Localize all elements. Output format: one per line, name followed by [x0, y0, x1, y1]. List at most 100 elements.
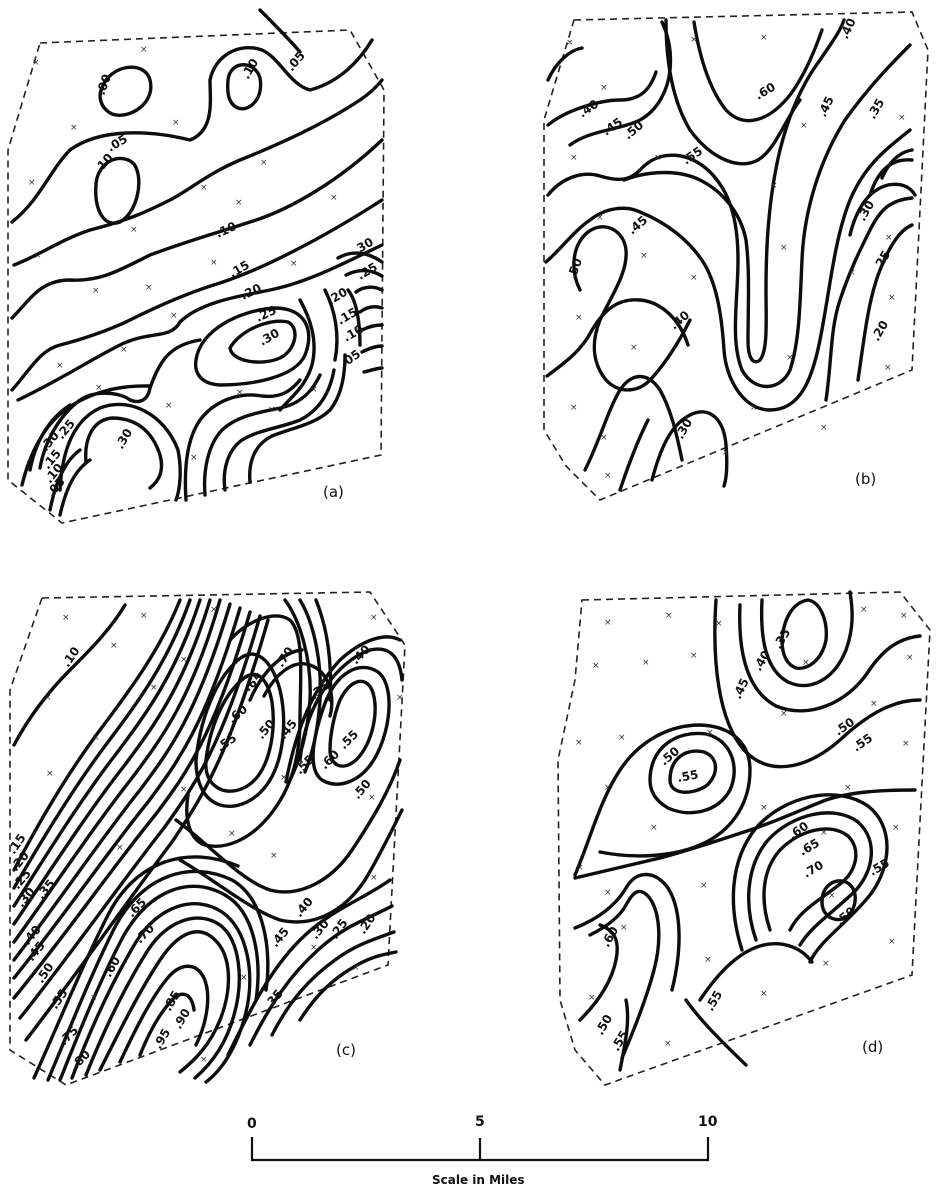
scale-tick-10: 10: [698, 1114, 718, 1130]
well-marker: ×: [700, 881, 708, 891]
well-marker: ×: [898, 113, 906, 123]
well-marker: ×: [95, 383, 103, 393]
contour-line: [346, 288, 362, 347]
contour-label: .50: [33, 960, 57, 985]
contour-label: .10: [59, 644, 83, 669]
contour-line: [12, 598, 192, 890]
contour-line: [323, 288, 339, 362]
well-marker: ×: [620, 923, 628, 933]
contour-line: [24, 618, 270, 1042]
contour-line: [298, 950, 398, 1022]
well-marker: ×: [780, 243, 788, 253]
scale-bar-line: [250, 1137, 710, 1162]
well-marker: ×: [28, 178, 36, 188]
contour-line: [588, 889, 661, 1060]
well-marker: ×: [165, 401, 173, 411]
contour-line: [12, 598, 212, 926]
contour-line: [12, 602, 232, 962]
well-marker: ×: [906, 653, 914, 663]
contour-line: [32, 855, 240, 1080]
contour-line: [16, 243, 384, 402]
contour-line: [738, 603, 922, 713]
contour-line: [12, 610, 252, 1000]
well-marker: ×: [884, 363, 892, 373]
well-marker: ×: [844, 783, 852, 793]
contour-line: [84, 416, 164, 490]
contour-label: .10: [213, 219, 238, 241]
map-c: .10 .15 .20 .25 .30 .35 .40 .45 .50 .55 …: [5, 591, 406, 1086]
contour-line: [10, 138, 384, 320]
contour-line: [12, 598, 182, 872]
contour-label: .20: [868, 318, 891, 343]
contour-line: [573, 723, 752, 877]
contour-line: [684, 998, 748, 1067]
map-d-contours: [573, 590, 922, 1072]
well-marker: ×: [90, 993, 98, 1003]
contour-label: .15: [227, 258, 252, 281]
well-marker: ×: [566, 38, 574, 48]
contour-line: [226, 878, 392, 1057]
well-marker: ×: [848, 268, 856, 278]
contour-line: [138, 992, 196, 1057]
contour-line: [194, 652, 286, 808]
well-marker: ×: [200, 183, 208, 193]
contour-label: .35: [864, 96, 887, 121]
map-b-caption: (b): [855, 470, 876, 488]
map-c-caption: (c): [336, 1041, 356, 1059]
contour-line: [668, 749, 718, 794]
well-marker: ×: [290, 259, 298, 269]
contour-label: .50: [832, 715, 857, 739]
contour-line: [354, 285, 384, 294]
well-marker: ×: [596, 213, 604, 223]
map-a-wells: × × × × × × × × × × × × × × × × × × × × × × × ×: [28, 45, 338, 463]
well-marker: ×: [228, 829, 236, 839]
contour-line: [328, 679, 377, 768]
well-marker: ×: [145, 283, 153, 293]
well-marker: ×: [888, 293, 896, 303]
contour-line: [747, 811, 873, 947]
map-a-caption: (a): [323, 483, 344, 501]
contour-line: [618, 998, 630, 1072]
contour-label: .55: [850, 731, 875, 755]
well-marker: ×: [770, 181, 778, 191]
well-marker: ×: [690, 35, 698, 45]
well-marker: ×: [892, 823, 900, 833]
contour-line: [824, 196, 914, 402]
well-marker: ×: [310, 943, 318, 953]
contour-line: [262, 662, 334, 718]
contour-label: .40: [837, 16, 859, 41]
contour-line: [226, 63, 263, 111]
well-marker: ×: [260, 158, 268, 168]
map-d-labels: .35 .40 .45 .50 .50 .55 .55 .60 .65 .70 …: [592, 626, 891, 1053]
well-marker: ×: [34, 251, 42, 261]
well-marker: ×: [396, 693, 404, 703]
well-marker: ×: [32, 58, 40, 68]
scale-bar: 0 5 10 Scale in Miles: [247, 1114, 718, 1187]
well-marker: ×: [802, 658, 810, 668]
contour-line: [544, 128, 912, 412]
contour-label: .60: [317, 747, 342, 772]
map-b: .40 .45 .50 .55 .60 .45 .40 .35 .45 .50 …: [543, 11, 929, 501]
well-marker: ×: [780, 709, 788, 719]
contour-label: .30: [112, 426, 135, 451]
contour-line: [545, 298, 690, 378]
contour-line: [648, 731, 736, 815]
well-marker: ×: [150, 683, 158, 693]
well-marker: ×: [268, 405, 276, 415]
contour-label: .20: [325, 285, 350, 308]
well-marker: ×: [120, 345, 128, 355]
contour-line: [178, 808, 404, 924]
contour-line: [18, 614, 262, 1020]
well-marker: ×: [180, 655, 188, 665]
contour-line: [664, 18, 802, 166]
well-marker: ×: [180, 785, 188, 795]
well-marker: ×: [116, 843, 124, 853]
contour-label: .50: [565, 256, 585, 281]
well-marker: ×: [902, 739, 910, 749]
well-marker: ×: [130, 225, 138, 235]
well-marker: ×: [200, 1055, 208, 1065]
map-b-wells: × × × × × × × × × × × × × × × × × × × × × × × × × ×: [566, 33, 906, 481]
map-c-wells: × × × × × × × × × × × × × × × × × × × × × × ×: [44, 605, 404, 1065]
contour-line: [284, 635, 402, 784]
contour-line: [780, 598, 828, 670]
